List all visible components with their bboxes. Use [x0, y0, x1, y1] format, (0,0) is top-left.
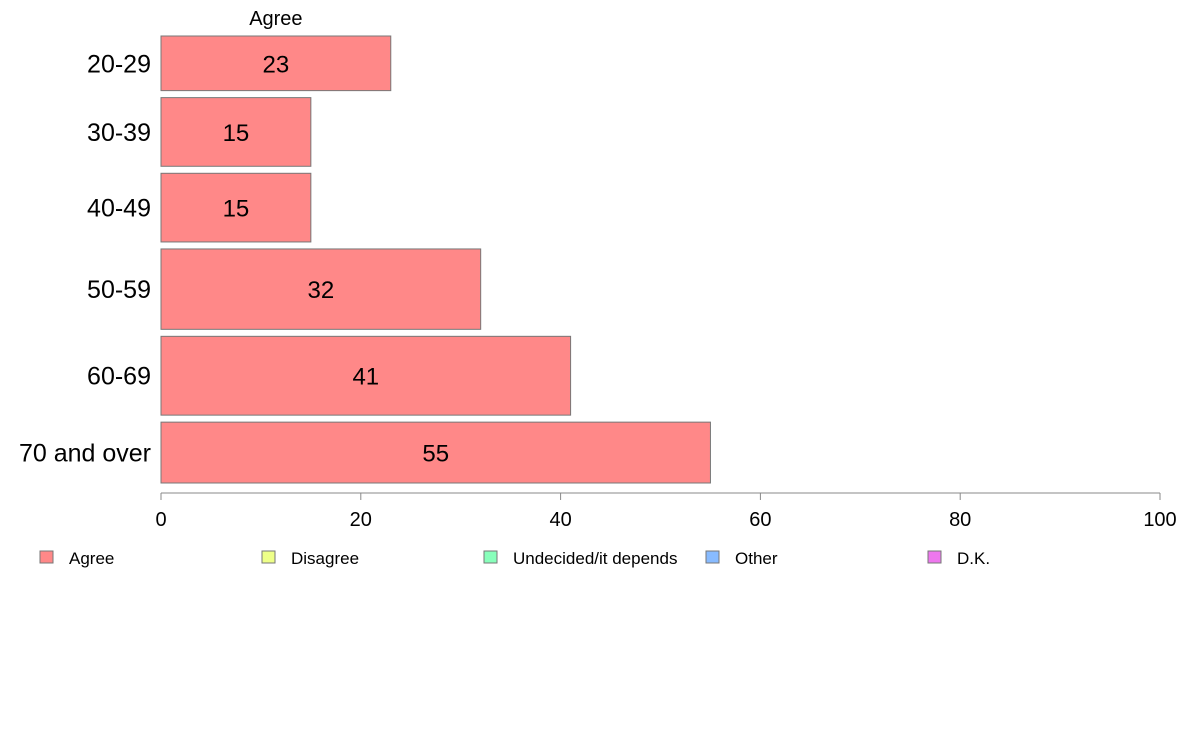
x-tick-label-40: 40 [549, 509, 571, 531]
legend-swatch-disagree [261, 550, 276, 564]
x-tick-label-100: 100 [1143, 509, 1176, 531]
x-tick-label-80: 80 [949, 509, 971, 531]
bar-agree-70-and-over [160, 421, 711, 484]
category-label-50-59: 50-59 [87, 276, 151, 304]
bar-agree-60-69 [160, 335, 572, 416]
legend-label-other: Other [735, 549, 778, 568]
category-labels-group: 20-29 30-39 40-49 50-59 60-69 70 and over [19, 50, 151, 467]
bar-agree-50-59 [160, 248, 482, 330]
legend: Agree Disagree Undecided/it depends Other D.… [39, 549, 990, 568]
value-label-agree-30-39: 15 [223, 120, 250, 147]
value-label-agree-20-29: 23 [263, 51, 290, 78]
x-tick-label-60: 60 [749, 509, 771, 531]
legend-swatch-agree [39, 550, 54, 564]
legend-label-d-k: D.K. [957, 549, 990, 568]
bar-agree-40-49 [160, 172, 312, 243]
value-label-agree-70-and-over: 55 [422, 441, 449, 468]
legend-swatch-other [705, 550, 720, 564]
x-tick-label-0: 0 [155, 509, 166, 531]
legend-swatch-d-k [927, 550, 942, 564]
bar-agree-20-29 [160, 35, 392, 92]
legend-label-agree: Agree [69, 549, 114, 568]
value-labels-group: 23 15 15 32 41 55 [223, 51, 450, 467]
category-label-20-29: 20-29 [87, 50, 151, 78]
bars-group [160, 35, 711, 484]
legend-label-disagree: Disagree [291, 549, 359, 568]
value-label-agree-60-69: 41 [352, 364, 379, 391]
x-tick-label-20: 20 [350, 509, 372, 531]
category-label-40-49: 40-49 [87, 195, 151, 223]
legend-swatch-undecided-it-depends [483, 550, 498, 564]
legend-label-undecided-it-depends: Undecided/it depends [513, 549, 677, 568]
series-header-agree: Agree [249, 8, 302, 30]
value-label-agree-40-49: 15 [223, 196, 250, 223]
bar-agree-30-39 [160, 97, 312, 167]
x-axis: 0 20 40 60 80 100 [155, 492, 1177, 531]
category-label-30-39: 30-39 [87, 119, 151, 147]
value-label-agree-50-59: 32 [307, 277, 334, 304]
category-label-60-69: 60-69 [87, 363, 151, 391]
category-label-70-and-over: 70 and over [19, 440, 151, 468]
